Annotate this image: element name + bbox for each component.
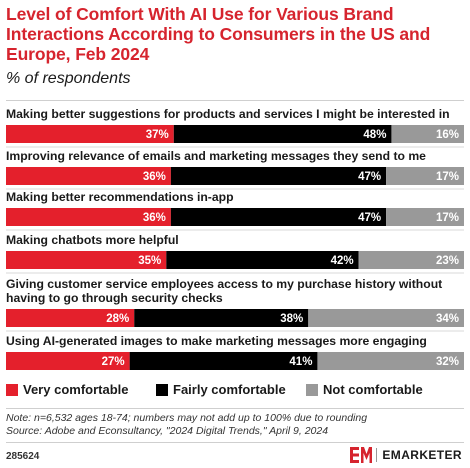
bar-segment — [173, 125, 392, 143]
bar-row: Using AI-generated images to make market… — [6, 334, 464, 370]
chart-legend: Very comfortable Fairly comfortable Not co… — [6, 382, 466, 398]
bar-segment — [6, 167, 171, 185]
bar-segment — [134, 309, 309, 327]
data-label: 27% — [102, 356, 125, 368]
data-label: 35% — [138, 255, 161, 267]
legend-label: Fairly comfortable — [173, 382, 286, 397]
category-label: Making better recommendations in-app — [6, 190, 234, 204]
chart-subtitle: % of respondents — [6, 70, 131, 87]
data-label: 17% — [436, 212, 459, 224]
data-label: 32% — [436, 356, 459, 368]
data-label: 47% — [358, 171, 381, 183]
bar-segment — [317, 352, 464, 370]
top-divider — [6, 100, 464, 101]
brand-logo: EMARKETER — [350, 447, 462, 463]
footer-divider — [6, 442, 464, 443]
data-label: 34% — [436, 313, 459, 325]
legend-item: Very comfortable — [6, 382, 129, 397]
data-label: 36% — [143, 212, 166, 224]
bar-segment — [391, 125, 464, 143]
bar-segment — [386, 208, 464, 226]
bar-row: Making better recommendations in-app 36% 4… — [6, 190, 464, 231]
data-label: 23% — [436, 255, 459, 267]
chart-title: Level of Comfort With AI Use for Various… — [6, 4, 431, 64]
category-label: Improving relevance of emails and market… — [6, 149, 426, 163]
legend-swatch — [6, 383, 18, 396]
legend-label: Very comfortable — [23, 382, 129, 397]
data-label: 36% — [143, 171, 166, 183]
data-label: 41% — [289, 356, 312, 368]
bar-segment — [6, 251, 167, 269]
bar-segment — [166, 251, 359, 269]
bar-row: Making chatbots more helpful 35% 42% 23% — [6, 233, 464, 274]
brand-divider — [376, 448, 378, 462]
bar-segment — [6, 309, 135, 327]
notes-divider — [6, 408, 464, 409]
bar-row: Making better suggestions for products a… — [6, 107, 464, 148]
category-label: Making chatbots more helpful — [6, 233, 179, 247]
stacked-bar-chart: Making better suggestions for products a… — [6, 107, 464, 370]
chart-note: Note: n=6,532 ages 18-74; numbers may no… — [6, 412, 368, 424]
data-label: 47% — [358, 212, 381, 224]
bar-row: Improving relevance of emails and market… — [6, 149, 464, 190]
data-label: 37% — [146, 129, 169, 141]
notes-block: Note: n=6,532 ages 18-74; numbers may no… — [6, 412, 367, 438]
emarketer-logo-icon — [350, 447, 373, 463]
category-label: having to go through security checks — [6, 291, 223, 305]
legend-swatch — [306, 383, 318, 396]
bar-segment — [129, 352, 318, 370]
data-label: 48% — [363, 129, 386, 141]
bar-segment — [358, 251, 464, 269]
chart-source: Source: Adobe and Econsultancy, "2024 Di… — [6, 425, 329, 437]
legend-item: Not comfortable — [306, 382, 423, 397]
legend-item: Fairly comfortable — [156, 382, 286, 397]
bar-row: Giving customer service employees access… — [6, 277, 464, 332]
bar-segment — [170, 167, 387, 185]
bar-segment — [6, 208, 171, 226]
category-label: Using AI-generated images to make market… — [6, 334, 427, 348]
data-label: 42% — [331, 255, 354, 267]
bar-segment — [6, 352, 130, 370]
data-label: 17% — [436, 171, 459, 183]
category-label: Giving customer service employees access… — [6, 277, 442, 291]
data-label: 28% — [106, 313, 129, 325]
category-label: Making better suggestions for products a… — [6, 107, 450, 121]
data-label: 38% — [280, 313, 303, 325]
legend-swatch — [156, 383, 168, 396]
legend-label: Not comfortable — [323, 382, 423, 397]
bar-segment — [308, 309, 464, 327]
bar-segment — [6, 125, 174, 143]
bar-segment — [170, 208, 387, 226]
chart-id: 285624 — [6, 451, 40, 462]
data-label: 16% — [436, 129, 459, 141]
bar-segment — [386, 167, 464, 185]
brand-name: EMARKETER — [382, 448, 462, 462]
